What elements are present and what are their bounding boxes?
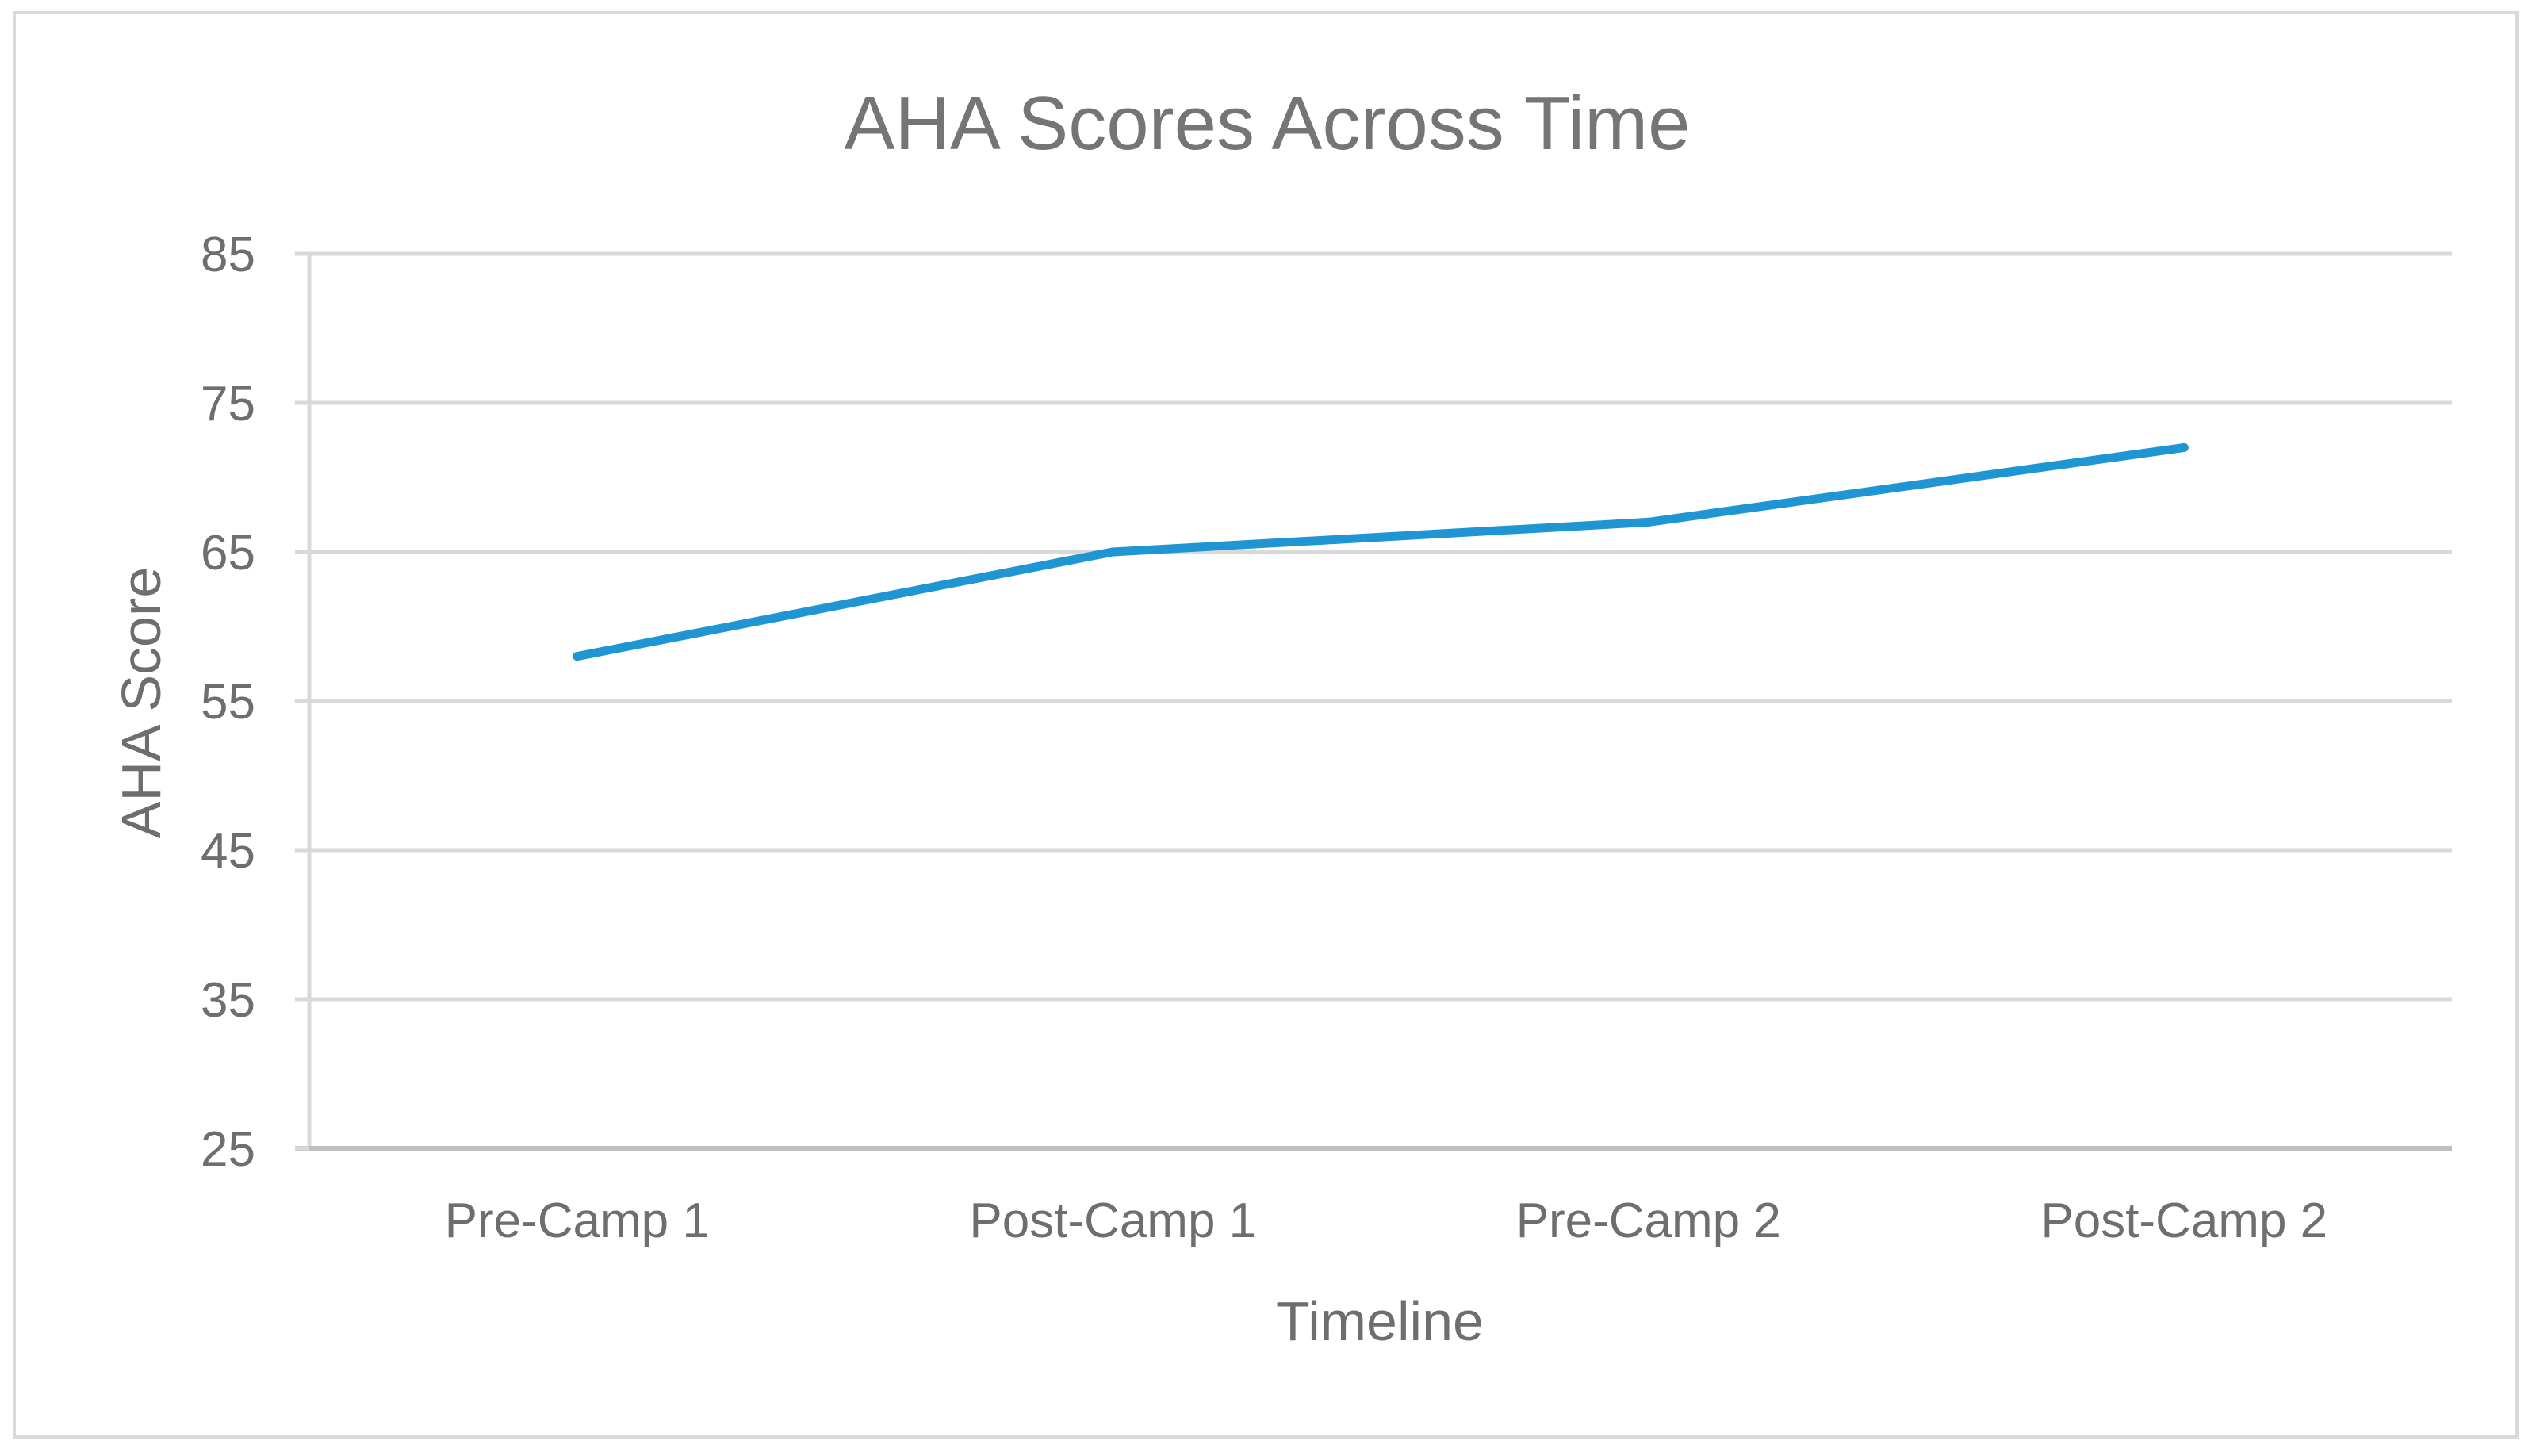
y-tick-label: 55 bbox=[201, 675, 255, 730]
series-line bbox=[573, 443, 2189, 661]
x-tick-label: Post-Camp 2 bbox=[2040, 1194, 2327, 1248]
y-tick-label: 35 bbox=[201, 973, 255, 1028]
y-tick-label: 85 bbox=[201, 228, 255, 282]
data-point bbox=[1644, 517, 1653, 527]
y-tick-label: 65 bbox=[201, 526, 255, 580]
y-tick-label: 45 bbox=[201, 824, 255, 879]
x-axis-ticks: Pre-Camp 1 Post-Camp 1 Pre-Camp 2 Post-Camp… bbox=[445, 1194, 2328, 1248]
data-point bbox=[573, 652, 582, 661]
data-point bbox=[2179, 443, 2189, 452]
y-axis-ticks: 25 35 45 55 65 75 85 bbox=[201, 228, 309, 1177]
y-tick-label: 25 bbox=[201, 1122, 255, 1177]
y-tick-label: 75 bbox=[201, 377, 255, 431]
series-layer bbox=[573, 443, 2189, 661]
data-point bbox=[1108, 547, 1117, 557]
chart-frame bbox=[13, 11, 2519, 1439]
x-tick-label: Pre-Camp 2 bbox=[1516, 1194, 1781, 1248]
x-tick-label: Post-Camp 1 bbox=[969, 1194, 1256, 1248]
y-axis-label: AHA Score bbox=[110, 567, 172, 838]
gridlines bbox=[309, 251, 2452, 1002]
x-axis-label: Timeline bbox=[1276, 1290, 1484, 1352]
x-tick-label: Pre-Camp 1 bbox=[445, 1194, 710, 1248]
chart-title: AHA Scores Across Time bbox=[844, 81, 1690, 166]
